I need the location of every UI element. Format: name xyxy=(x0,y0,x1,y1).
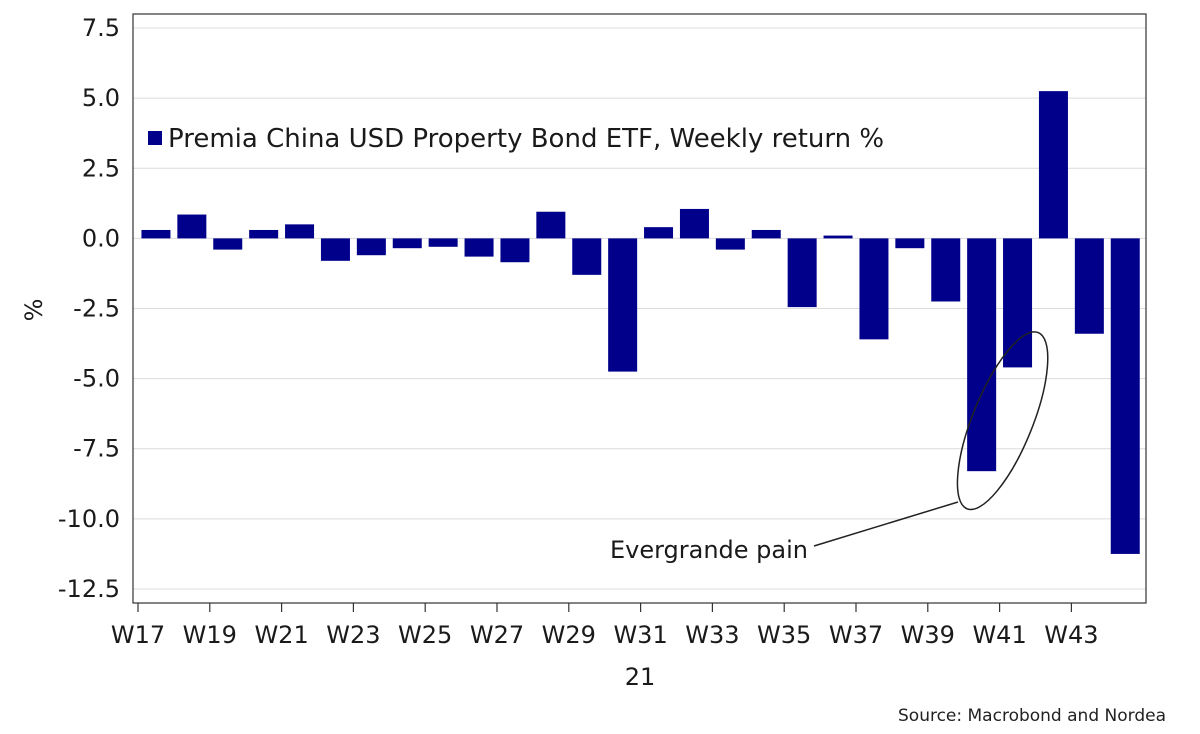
y-tick-label: -12.5 xyxy=(58,575,120,603)
legend: Premia China USD Property Bond ETF, Week… xyxy=(148,124,884,154)
bars xyxy=(141,91,1140,554)
bar-w34 xyxy=(751,229,781,239)
bar-w43 xyxy=(1074,238,1104,334)
bar-w31 xyxy=(644,227,674,239)
bar-w38 xyxy=(895,238,925,249)
y-tick-label: 0.0 xyxy=(82,224,120,252)
x-tick-label: W43 xyxy=(1044,621,1098,649)
x-tick-label: W31 xyxy=(613,621,667,649)
x-tick-labels: W17 W19 W21 W23 W25 W27 W29 W31 W33 W35 W37 W39 W41 W… xyxy=(111,603,1099,649)
bar-w27 xyxy=(500,238,530,263)
bar-w23 xyxy=(356,238,386,256)
chart-svg: 7.55.02.50.0-2.5-5.0-7.5-10.0-12.5 W17 W1… xyxy=(20,13,1147,691)
bar-w19 xyxy=(213,238,243,250)
bar-w24 xyxy=(392,238,422,249)
plot-frame xyxy=(132,13,1147,604)
x-tick-label: W29 xyxy=(542,621,596,649)
annotation: Evergrande pain xyxy=(610,331,1049,564)
x-axis-sublabel: 21 xyxy=(625,663,656,691)
y-tick-label: -2.5 xyxy=(73,295,120,323)
bar-w28 xyxy=(536,211,566,239)
bar-w25 xyxy=(428,238,458,247)
annotation-text: Evergrande pain xyxy=(610,536,808,564)
source-note: Source: Macrobond and Nordea xyxy=(898,706,1166,726)
bar-w35 xyxy=(787,238,817,308)
x-tick-label: W17 xyxy=(111,621,165,649)
bar-w29 xyxy=(572,238,602,275)
bar-w18 xyxy=(177,214,207,239)
bar-w22 xyxy=(320,238,350,261)
x-tick-label: W39 xyxy=(901,621,955,649)
bar-w36 xyxy=(823,235,853,239)
x-tick-label: W19 xyxy=(183,621,237,649)
bar-w37 xyxy=(859,238,889,340)
x-tick-label: W27 xyxy=(470,621,524,649)
y-tick-label: -5.0 xyxy=(73,365,120,393)
bar-w30 xyxy=(608,238,638,372)
x-tick-label: W23 xyxy=(326,621,380,649)
bar-w39 xyxy=(931,238,961,302)
bar-w26 xyxy=(464,238,494,257)
legend-swatch xyxy=(148,131,162,145)
bar-w44 xyxy=(1110,238,1140,554)
bar-w40 xyxy=(967,238,997,472)
legend-label: Premia China USD Property Bond ETF, Week… xyxy=(168,124,884,154)
y-tick-label: 7.5 xyxy=(82,14,120,42)
y-tick-label: -10.0 xyxy=(58,505,120,533)
bar-w33 xyxy=(715,238,745,250)
x-tick-label: W21 xyxy=(254,621,308,649)
bar-w17 xyxy=(141,229,171,239)
x-tick-label: W41 xyxy=(972,621,1026,649)
y-tick-label: 2.5 xyxy=(82,154,120,182)
y-tick-labels: 7.5 5.0 2.5 0.0 -2.5 -5.0 -7.5 -10.0 -12.5 xyxy=(58,14,120,603)
x-tick-label: W35 xyxy=(757,621,811,649)
x-tick-label: W25 xyxy=(398,621,452,649)
bar-w41 xyxy=(1003,238,1033,368)
bar-w42 xyxy=(1038,91,1068,239)
annotation-leader-line xyxy=(813,501,959,547)
y-tick-label: 5.0 xyxy=(82,84,120,112)
bar-w21 xyxy=(285,224,315,239)
y-tick-label: -7.5 xyxy=(73,435,120,463)
y-axis-label: % xyxy=(20,299,48,322)
x-tick-label: W33 xyxy=(685,621,739,649)
bar-w32 xyxy=(679,208,709,239)
annotation-ellipse xyxy=(956,331,1049,511)
x-tick-label: W37 xyxy=(829,621,883,649)
bar-w20 xyxy=(249,229,279,239)
